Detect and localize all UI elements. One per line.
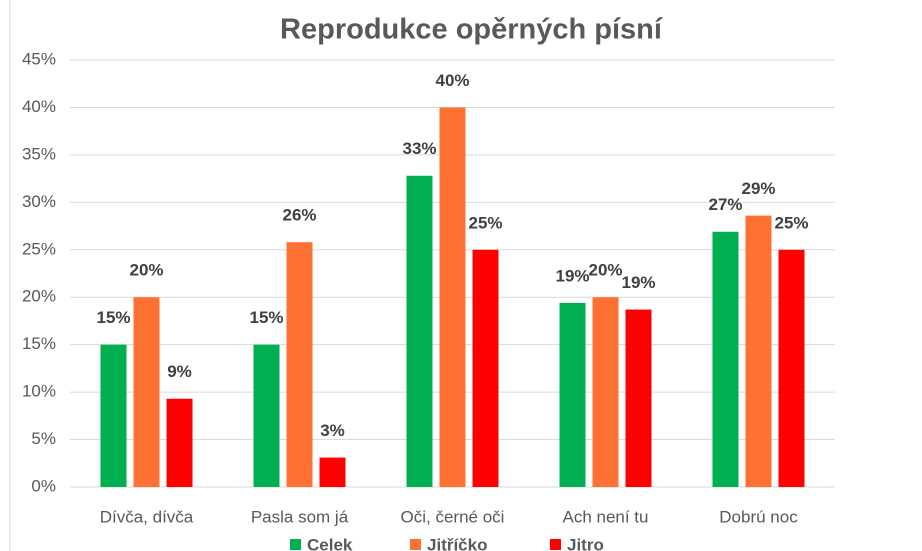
x-tick-label: Pasla som já [251,507,349,526]
bar [319,457,346,487]
y-tick-label: 0% [31,476,56,495]
bar [253,344,280,487]
data-label: 25% [774,213,808,232]
bar [592,297,619,487]
y-tick-label: 20% [22,287,56,306]
data-label: 27% [708,195,742,214]
bar [166,398,193,487]
y-tick-label: 10% [22,382,56,401]
y-tick-label: 35% [22,144,56,163]
data-label: 29% [741,179,775,198]
data-label: 9% [167,362,192,381]
x-tick-label: Oči, černé oči [401,507,505,526]
data-label: 26% [282,206,316,225]
x-tick-label: Dobrú noc [719,507,798,526]
data-label: 40% [435,71,469,90]
legend-swatch [550,539,561,550]
legend-swatch [410,539,421,550]
bar [133,297,160,487]
y-tick-label: 45% [22,49,56,68]
data-label: 3% [320,421,345,440]
y-tick-label: 25% [22,239,56,258]
y-tick-label: 5% [31,429,56,448]
data-label: 15% [249,308,283,327]
data-label: 25% [468,213,502,232]
legend-label: Celek [307,535,353,551]
bar [439,107,466,487]
data-label: 19% [555,266,589,285]
y-tick-label: 40% [22,97,56,116]
data-label: 15% [96,308,130,327]
bar [100,344,127,487]
bar [406,175,433,487]
y-tick-label: 30% [22,192,56,211]
y-tick-label: 15% [22,334,56,353]
bar [712,231,739,487]
data-label: 20% [588,261,622,280]
bar [745,215,772,487]
x-tick-label: Dívča, dívča [100,507,194,526]
data-label: 20% [129,261,163,280]
bar [625,309,652,487]
x-tick-label: Ach není tu [562,507,648,526]
data-label: 33% [402,139,436,158]
chart-title: Reprodukce opěrných písní [280,14,663,46]
legend-label: Jitříčko [427,535,487,551]
bar [778,249,805,487]
data-label: 19% [621,273,655,292]
bar [286,242,313,487]
bar [559,302,586,487]
bar [472,249,499,487]
legend-swatch [290,539,301,550]
legend-label: Jitro [567,535,604,551]
